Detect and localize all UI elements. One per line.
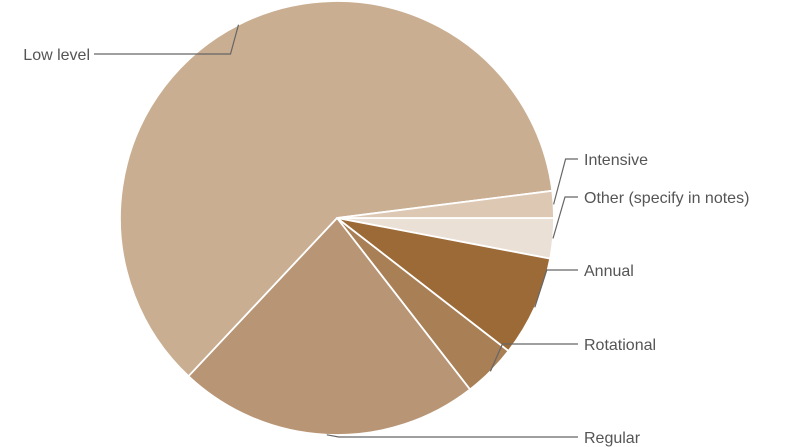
- leader-line: [326, 434, 578, 438]
- pie-label-other-specify-in-notes: Other (specify in notes): [552, 190, 749, 239]
- slice-label: Intensive: [584, 152, 648, 169]
- slice-label: Rotational: [584, 337, 656, 354]
- leader-line: [553, 158, 578, 205]
- slice-label: Other (specify in notes): [584, 190, 749, 207]
- leader-line: [489, 343, 578, 372]
- pie-slices: [119, 0, 555, 436]
- pie-slice-low-level: [119, 0, 554, 378]
- pie-label-intensive: Intensive: [553, 152, 648, 205]
- pie-label-rotational: Rotational: [489, 337, 656, 372]
- leader-line: [94, 24, 240, 55]
- slice-label: Low level: [23, 47, 90, 64]
- pie-label-low-level: Low level: [23, 24, 240, 64]
- slice-label: Annual: [584, 263, 634, 280]
- pie-label-regular: Regular: [326, 430, 641, 447]
- slice-label: Regular: [584, 430, 641, 447]
- leader-line: [534, 269, 578, 308]
- pie-slice-regular: [187, 217, 471, 436]
- leader-line: [552, 196, 578, 239]
- pie-labels: Other (specify in notes) Annual Rotational…: [23, 24, 749, 447]
- pie-label-annual: Annual: [534, 263, 634, 308]
